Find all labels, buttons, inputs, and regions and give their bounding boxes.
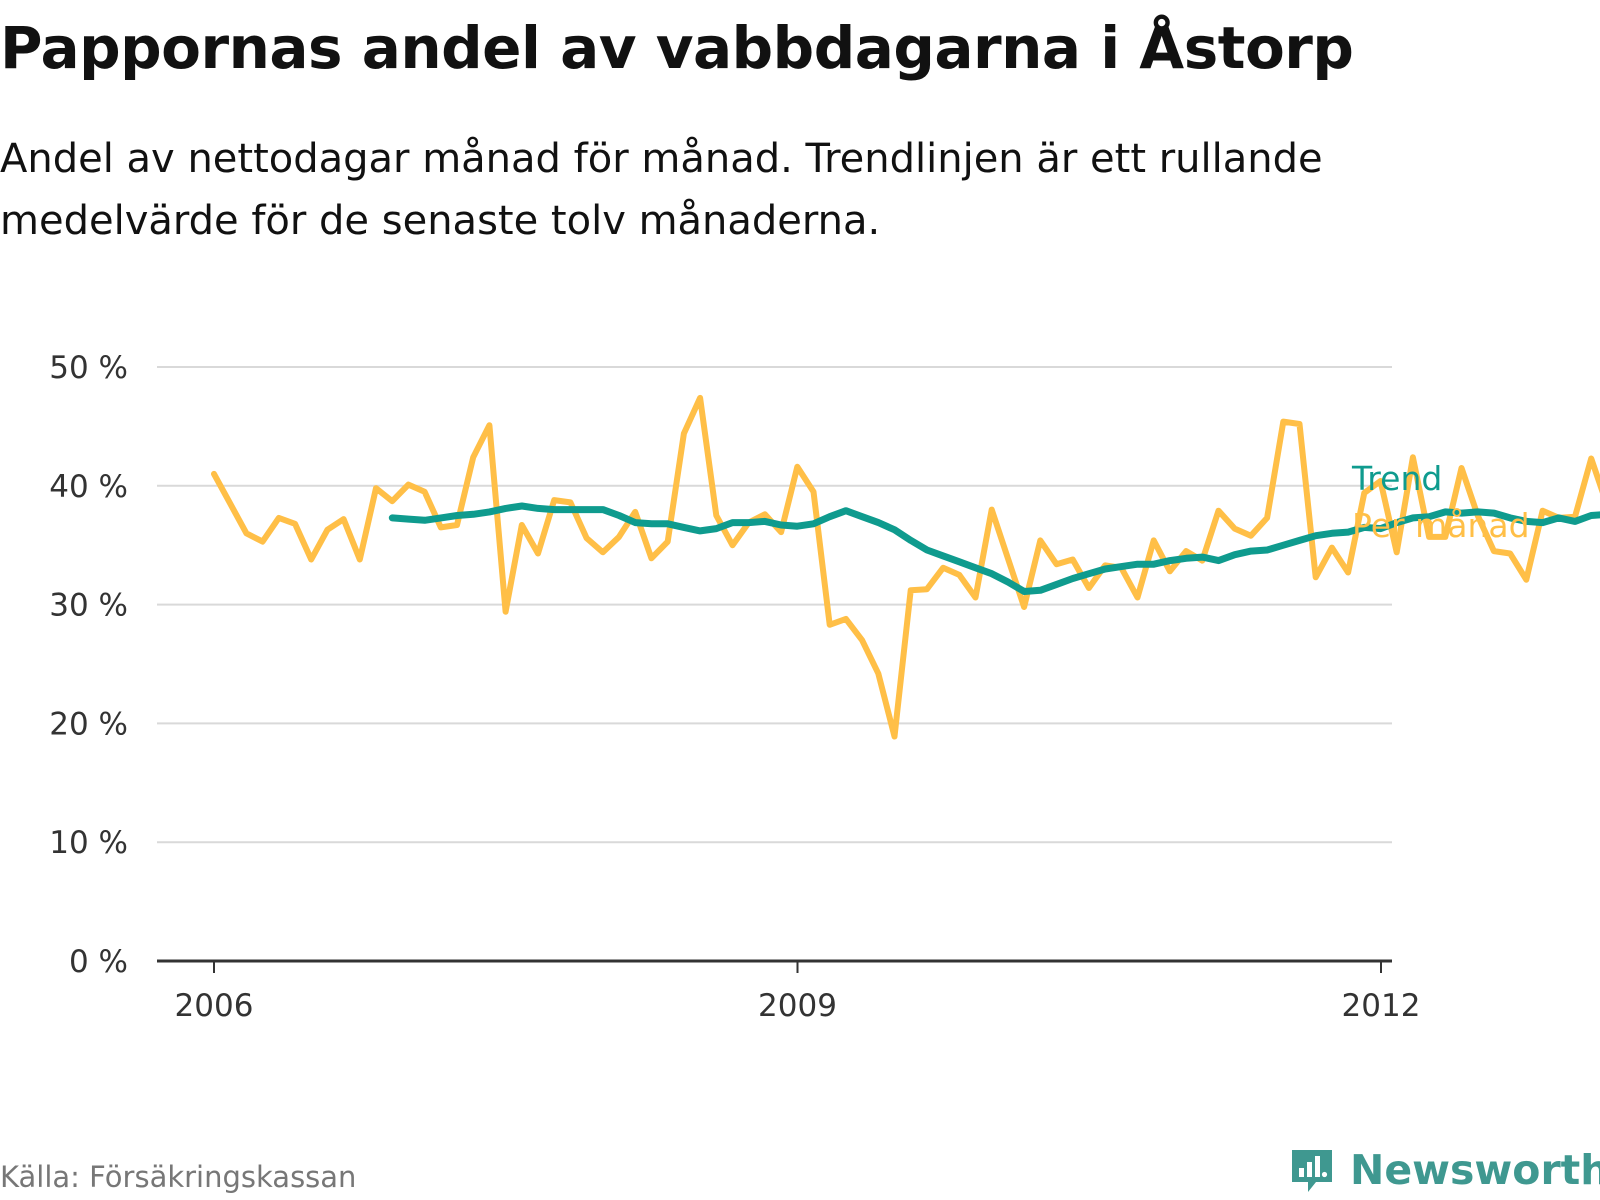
y-tick-label: 20 % <box>49 706 128 742</box>
chart-title: Pappornas andel av vabbdagarna i Åstorp <box>0 14 1354 82</box>
x-tick-label: 2009 <box>758 988 837 1020</box>
legend-label-per-manad: Per månad <box>1352 506 1530 545</box>
x-axis: 2006200920122015201820212023 <box>157 959 1421 1020</box>
monthly-series-line <box>211 394 1600 740</box>
source-note: Källa: Försäkringskassan <box>0 1160 357 1194</box>
gridlines <box>157 366 1392 844</box>
y-tick-label: 10 % <box>49 825 128 861</box>
x-tick-label: 2012 <box>1342 988 1421 1020</box>
y-tick-label: 40 % <box>49 469 128 505</box>
brand-name: Newsworthy <box>1350 1146 1600 1194</box>
legend-label-trend: Trend <box>1351 459 1442 498</box>
legend: Per månad Trend <box>1351 459 1530 545</box>
newsworthy-brand[interactable]: Newsworthy <box>1288 1140 1600 1200</box>
y-tick-label: 0 % <box>69 944 128 980</box>
y-axis-tick-labels: 0 % 10 % 20 % 30 % 40 % 50 % <box>49 350 128 980</box>
y-tick-label: 30 % <box>49 588 128 624</box>
trend-series-line <box>388 502 1600 595</box>
y-tick-label: 50 % <box>49 350 128 386</box>
series-lines <box>211 394 1600 740</box>
line-chart: 0 %10 %20 %30 %40 %50 % 2006200920122015… <box>49 350 1600 1020</box>
bar-chart-speech-bubble-icon <box>1292 1150 1332 1192</box>
x-tick-label: 2006 <box>175 988 254 1020</box>
chart-subtitle: Andel av nettodagar månad för månad. Tre… <box>0 136 1323 244</box>
